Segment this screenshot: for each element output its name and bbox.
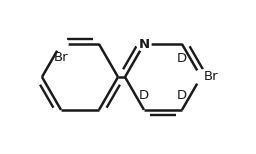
Text: N: N (138, 38, 150, 51)
Text: Br: Br (204, 71, 219, 83)
Circle shape (194, 70, 208, 84)
Circle shape (54, 37, 68, 51)
Circle shape (137, 37, 151, 51)
Text: D: D (139, 89, 149, 102)
Text: D: D (177, 89, 187, 102)
Text: Br: Br (54, 51, 68, 64)
Text: D: D (177, 52, 187, 65)
